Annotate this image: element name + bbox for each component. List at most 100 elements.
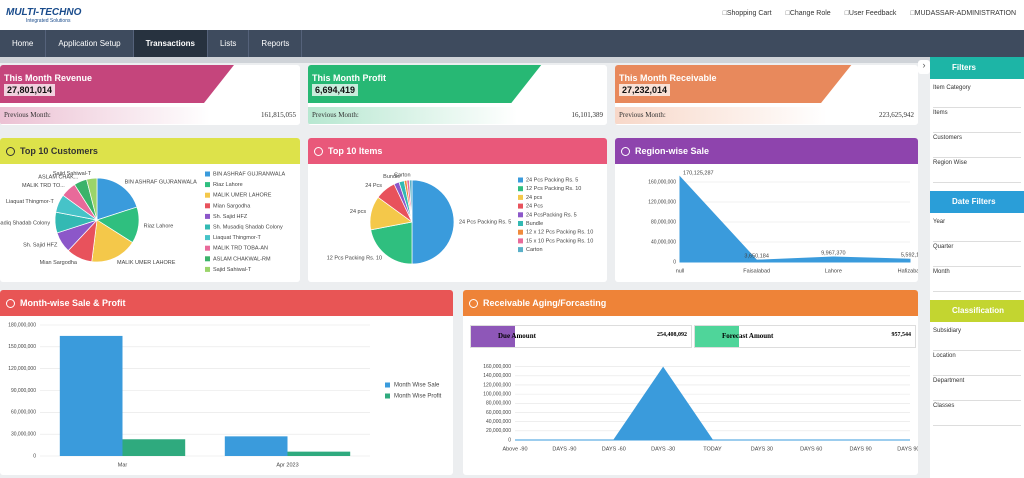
legend-swatch xyxy=(205,245,210,251)
area xyxy=(679,175,911,263)
kpi-prev-label: Previous Month: xyxy=(619,111,666,119)
slice-label: 24 Pcs Packing Rs. 5 xyxy=(459,219,511,225)
kpi-prev-label: Previous Month: xyxy=(4,111,51,119)
kpi-title: This Month Profit xyxy=(312,73,386,83)
y-tick-label: 120,000,000 xyxy=(8,366,36,372)
header-link[interactable]: User Feedback xyxy=(845,10,896,17)
legend-label: Bundle xyxy=(526,221,543,227)
legend-label: MALIK TRD TOBA-AN xyxy=(213,246,268,252)
x-tick-label: Above -90 xyxy=(502,446,527,452)
panel: Region-wise Sale 0 40,000,000 80,000,000 120… xyxy=(615,138,918,282)
chart: 0 20,000,000 40,000,000 60,000,000 80,000,00… xyxy=(483,364,918,453)
panel-header: Top 10 Customers xyxy=(0,138,300,164)
y-tick-label: 90,000,000 xyxy=(11,388,36,394)
amount-icon xyxy=(471,326,515,347)
y-tick-label: 120,000,000 xyxy=(648,199,676,205)
filter-field[interactable]: Quarter xyxy=(933,242,1021,267)
header-links: Shopping Cart Change Role User Feedback MUD… xyxy=(723,10,1016,17)
legend-label: Sh. Sajid HFZ xyxy=(213,214,248,220)
nav-item[interactable]: Lists xyxy=(208,30,250,57)
slice-label: Bundle xyxy=(383,174,400,180)
filter-field[interactable]: Item Category xyxy=(933,83,1021,108)
y-tick-label: 40,000,000 xyxy=(651,239,676,245)
legend-swatch xyxy=(205,224,210,230)
slice-label: ASLAM CHAK... xyxy=(38,174,79,180)
legend-label: Carton xyxy=(526,247,543,253)
y-tick-label: 160,000,000 xyxy=(648,179,676,185)
legend-label: 12 Pcs Packing Rs. 10 xyxy=(526,186,581,192)
amount-label: Due Amount xyxy=(498,332,536,340)
legend-label: MALIK UMER LAHORE xyxy=(213,193,272,199)
y-tick-label: 150,000,000 xyxy=(8,344,36,350)
pie-slice xyxy=(96,177,138,221)
amount-value: 957,544 xyxy=(891,332,912,338)
kpi-title: This Month Revenue xyxy=(4,73,93,83)
sidebar: Filters Item Category Items Customers Region… xyxy=(930,57,1024,478)
legend-label: Liaquat Thingmor-T xyxy=(213,235,262,241)
top-bar: MULTI-TECHNO Integrated Solutions Shoppi… xyxy=(0,0,1024,30)
amount-box: Forecast Amount 957,544 xyxy=(694,325,916,348)
filter-field[interactable]: Customers xyxy=(933,133,1021,158)
bar xyxy=(59,335,123,456)
chart: 0 40,000,000 80,000,000 120,000,000 160,000,… xyxy=(648,170,918,274)
legend-label: 24 Pcs Packing Rs. 5 xyxy=(526,177,578,183)
slice-label: Carton xyxy=(394,172,411,178)
filter-field[interactable]: Region Wise xyxy=(933,158,1021,183)
y-tick-label: 180,000,000 xyxy=(8,322,36,328)
legend-swatch xyxy=(205,203,210,209)
bar xyxy=(287,451,351,456)
pie-slice xyxy=(408,179,413,223)
legend-swatch xyxy=(518,212,523,218)
panel-header: Region-wise Sale xyxy=(615,138,918,164)
x-tick-label: DAYS -90 xyxy=(552,446,576,452)
header-link[interactable]: Shopping Cart xyxy=(723,10,772,17)
y-tick-label: 0 xyxy=(33,453,36,459)
header-link[interactable]: MUDASSAR-ADMINISTRATION xyxy=(910,10,1016,17)
filter-field[interactable]: Subsidiary xyxy=(933,326,1021,351)
y-tick-label: 160,000,000 xyxy=(483,364,511,370)
amount-box: Due Amount 254,408,092 xyxy=(470,325,692,348)
filter-field[interactable]: Classes xyxy=(933,401,1021,426)
legend-swatch xyxy=(385,382,390,388)
nav-item[interactable]: Application Setup xyxy=(46,30,134,57)
y-tick-label: 80,000,000 xyxy=(651,219,676,225)
logo: MULTI-TECHNO xyxy=(6,7,82,18)
filter-field[interactable]: Month xyxy=(933,267,1021,292)
x-tick-label: Mar xyxy=(118,462,128,468)
filter-header: Classification xyxy=(930,300,1024,322)
legend-label: 24 Pcs xyxy=(526,204,543,210)
legend-swatch xyxy=(205,256,210,262)
value-label: 5,592,1 xyxy=(901,253,918,259)
nav-item[interactable]: Transactions xyxy=(133,30,208,57)
slice-label: BIN ASHRAF GUJRANWALA xyxy=(125,179,198,185)
filter-field[interactable]: Location xyxy=(933,351,1021,376)
filter-field[interactable]: Department xyxy=(933,376,1021,401)
legend-label: ASLAM CHAKWAL-RM xyxy=(213,256,271,262)
filter-header: Filters xyxy=(930,57,1024,79)
x-tick-label: Apr 2023 xyxy=(276,462,298,468)
amount-label: Forecast Amount xyxy=(722,332,774,340)
slice-label: Mian Sargodha xyxy=(40,260,78,266)
header-link[interactable]: Change Role xyxy=(786,10,831,17)
y-tick-label: 20,000,000 xyxy=(486,428,511,434)
kpi-title: This Month Receivable xyxy=(619,73,717,83)
filter-field[interactable]: Items xyxy=(933,108,1021,133)
y-tick-label: 100,000,000 xyxy=(483,391,511,397)
x-tick-label: DAYS 30 xyxy=(751,446,773,452)
legend-swatch xyxy=(518,247,523,253)
slice-label: Sh. Sajid HFZ xyxy=(23,243,58,249)
nav-item[interactable]: Home xyxy=(0,30,47,57)
slice-label: Liaquat Thingmor-T xyxy=(6,199,55,205)
y-tick-label: 60,000,000 xyxy=(486,410,511,416)
kpi-prev-label: Previous Month: xyxy=(312,111,359,119)
slice-label: 12 Pcs Packing Rs. 10 xyxy=(327,256,382,262)
filter-field[interactable]: Year xyxy=(933,217,1021,242)
collapse-button[interactable]: › xyxy=(918,60,930,74)
nav-item[interactable]: Reports xyxy=(249,30,303,57)
nav-bar: Home Application Setup Transactions Lists Re… xyxy=(0,30,1024,57)
slice-label: MALIK TRD TO... xyxy=(22,183,65,189)
legend-swatch xyxy=(385,393,390,399)
x-tick-label: DAYS 90+ xyxy=(897,446,918,452)
y-tick-label: 40,000,000 xyxy=(486,419,511,425)
bar xyxy=(224,436,288,456)
